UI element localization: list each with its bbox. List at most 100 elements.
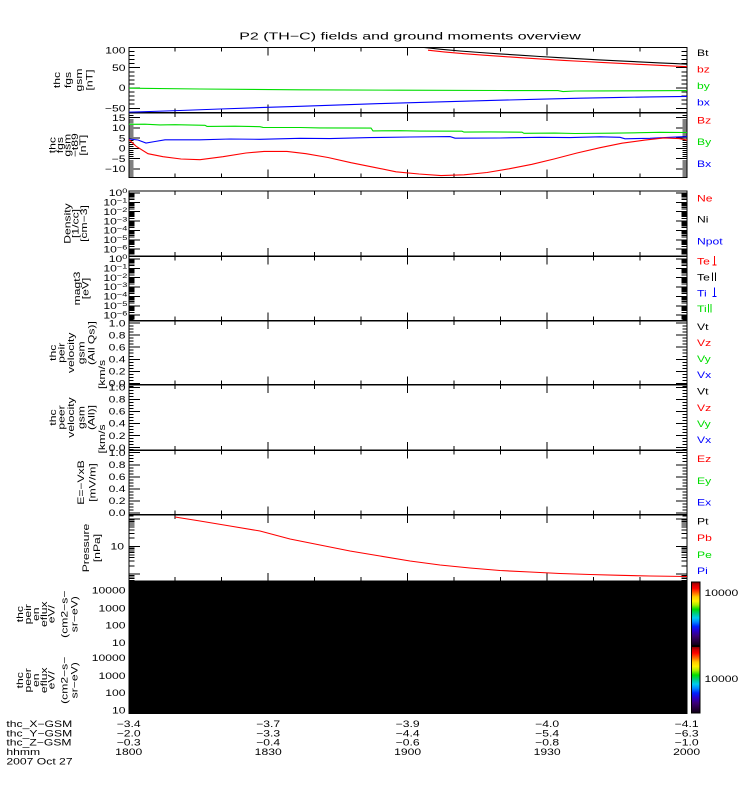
- svg-text:−1.0: −1.0: [675, 738, 699, 748]
- svg-text:1.0: 1.0: [109, 319, 126, 329]
- svg-text:10: 10: [103, 264, 117, 274]
- svg-text:magt3: magt3: [73, 272, 83, 306]
- svg-text:Vx: Vx: [697, 436, 712, 446]
- svg-text:10: 10: [103, 301, 117, 311]
- svg-text:sr−eV): sr−eV): [70, 662, 80, 698]
- svg-text:Npot: Npot: [697, 237, 723, 247]
- svg-text:Ex: Ex: [697, 498, 712, 508]
- svg-text:Density: Density: [63, 203, 73, 244]
- svg-text:Vy: Vy: [697, 354, 711, 364]
- svg-text:10: 10: [103, 198, 117, 208]
- svg-text:0.0: 0.0: [109, 443, 126, 453]
- svg-text:(cm2−s−: (cm2−s−: [60, 657, 70, 704]
- svg-text:−4: −4: [117, 291, 128, 299]
- svg-text:0.2: 0.2: [109, 431, 126, 441]
- svg-text:velocity: velocity: [66, 332, 76, 373]
- svg-text:(All)]: (All)]: [87, 405, 97, 430]
- svg-text:gsm: gsm: [63, 134, 73, 157]
- svg-text:eV/: eV/: [47, 671, 57, 689]
- svg-text:hhmm: hhmm: [6, 747, 40, 757]
- svg-text:10000: 10000: [92, 654, 126, 664]
- svg-text:−1: −1: [117, 197, 128, 205]
- svg-text:bx: bx: [697, 98, 711, 108]
- svg-text:−6.3: −6.3: [675, 729, 699, 739]
- svg-text:Pressure: Pressure: [81, 524, 91, 573]
- svg-text:10: 10: [112, 706, 126, 716]
- svg-text:Ti: Ti: [697, 289, 707, 299]
- svg-text:1830: 1830: [255, 747, 282, 757]
- svg-text:10: 10: [112, 124, 126, 134]
- svg-text:0: 0: [119, 144, 126, 154]
- svg-text:0.0: 0.0: [109, 379, 126, 389]
- svg-text:0.8: 0.8: [109, 331, 126, 341]
- svg-text:−3.7: −3.7: [256, 719, 280, 729]
- svg-text:−4: −4: [117, 225, 128, 233]
- svg-text:Bt: Bt: [697, 48, 709, 58]
- svg-text:eflux: eflux: [39, 667, 49, 693]
- svg-text:0.0: 0.0: [109, 509, 126, 519]
- svg-text:0: 0: [122, 187, 128, 195]
- svg-text:peer: peer: [57, 405, 67, 430]
- svg-text:−5: −5: [117, 234, 128, 242]
- svg-text:10000: 10000: [92, 586, 126, 596]
- svg-text:100: 100: [105, 621, 125, 631]
- svg-text:thc: thc: [52, 71, 62, 88]
- svg-text:10: 10: [110, 542, 124, 552]
- svg-text:Ey: Ey: [697, 476, 712, 486]
- svg-text:fgs: fgs: [63, 72, 73, 88]
- svg-text:Pe: Pe: [697, 550, 712, 560]
- svg-text:Pt: Pt: [697, 517, 709, 527]
- svg-text:By: By: [697, 137, 712, 147]
- svg-text:−2.0: −2.0: [117, 729, 141, 739]
- svg-text:−5: −5: [117, 300, 128, 308]
- svg-text:Pb: Pb: [697, 534, 712, 544]
- svg-text:−4.1: −4.1: [675, 719, 699, 729]
- svg-text:[nT]: [nT]: [85, 70, 95, 91]
- svg-text:0.6: 0.6: [109, 407, 126, 417]
- svg-text:(cm2−s−: (cm2−s−: [60, 591, 70, 638]
- svg-text:0.2: 0.2: [109, 497, 126, 507]
- svg-text:−3.3: −3.3: [256, 729, 280, 739]
- svg-text:−3: −3: [117, 281, 128, 289]
- svg-text:10: 10: [103, 235, 117, 245]
- svg-text:gsm: gsm: [74, 68, 84, 91]
- svg-text:10: 10: [103, 273, 117, 283]
- svg-text:−2: −2: [117, 272, 128, 280]
- svg-text:−3: −3: [117, 215, 128, 223]
- svg-text:en: en: [31, 607, 41, 621]
- svg-text:5: 5: [119, 134, 126, 144]
- svg-text:0: 0: [119, 84, 126, 94]
- svg-text:−3.9: −3.9: [396, 719, 420, 729]
- svg-text:−50: −50: [105, 104, 126, 114]
- svg-text:1.0: 1.0: [109, 448, 126, 458]
- svg-text:−0.6: −0.6: [396, 738, 420, 748]
- svg-text:Bz: Bz: [697, 116, 711, 126]
- svg-text:1900: 1900: [394, 747, 421, 757]
- svg-text:−1: −1: [117, 263, 128, 271]
- svg-text:−0.3: −0.3: [117, 738, 141, 748]
- svg-text:[km/s: [km/s: [97, 360, 107, 389]
- svg-text:100: 100: [105, 46, 125, 56]
- svg-text:−6: −6: [117, 244, 128, 252]
- svg-text:50: 50: [112, 63, 126, 73]
- svg-text:peir: peir: [23, 604, 33, 625]
- svg-text:2000: 2000: [673, 747, 700, 757]
- svg-text:10: 10: [103, 283, 117, 293]
- svg-text:gsm: gsm: [77, 341, 87, 364]
- svg-text:gsm: gsm: [77, 406, 87, 429]
- svg-text:thc: thc: [15, 605, 25, 622]
- svg-text:[nT]: [nT]: [78, 135, 88, 156]
- svg-text:thc_X−GSM: thc_X−GSM: [6, 719, 72, 729]
- svg-text:−4.4: −4.4: [396, 729, 420, 739]
- svg-text:−0.4: −0.4: [256, 738, 280, 748]
- svg-text:15: 15: [112, 113, 126, 123]
- svg-text:1800: 1800: [115, 747, 142, 757]
- svg-text:−6: −6: [117, 310, 128, 318]
- svg-text:−t89: −t89: [70, 133, 80, 157]
- svg-text:Vt: Vt: [697, 323, 709, 333]
- svg-text:10: 10: [112, 638, 126, 648]
- svg-text:0.2: 0.2: [109, 367, 126, 377]
- svg-text:0.4: 0.4: [109, 355, 126, 365]
- svg-text:−2: −2: [117, 206, 128, 214]
- svg-text:10000: 10000: [705, 589, 739, 599]
